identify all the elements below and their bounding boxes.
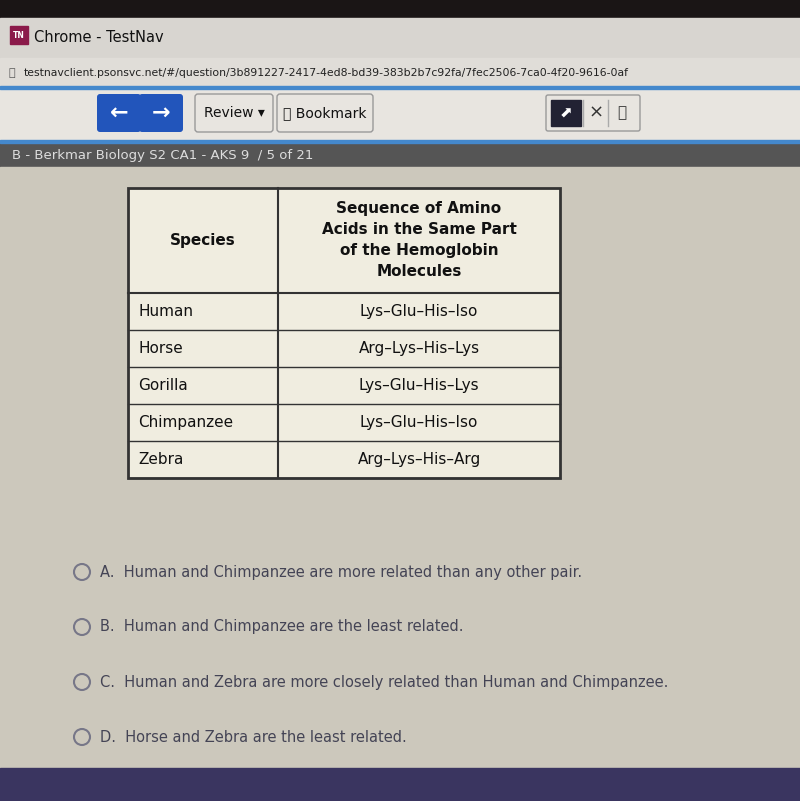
Text: Sequence of Amino
Acids in the Same Part
of the Hemoglobin
Molecules: Sequence of Amino Acids in the Same Part…	[322, 202, 517, 280]
Text: Lys–Glu–His–Iso: Lys–Glu–His–Iso	[360, 304, 478, 319]
Text: ×: ×	[589, 104, 603, 122]
FancyBboxPatch shape	[195, 94, 273, 132]
FancyBboxPatch shape	[97, 94, 141, 132]
Bar	[0, 768, 800, 801]
Bar	[0, 167, 800, 801]
Bar	[0, 88, 800, 140]
Text: Gorilla: Gorilla	[138, 378, 188, 393]
Text: B - Berkmar Biology S2 CA1 - AKS 9  / 5 of 21: B - Berkmar Biology S2 CA1 - AKS 9 / 5 o…	[12, 148, 314, 162]
Text: C.  Human and Zebra are more closely related than Human and Chimpanzee.: C. Human and Zebra are more closely rela…	[100, 674, 668, 690]
Text: ←: ←	[110, 103, 128, 123]
Text: Chimpanzee: Chimpanzee	[138, 415, 233, 430]
Bar	[128, 188, 560, 478]
Bar	[0, 0, 800, 18]
Bar	[0, 86, 800, 89]
Text: A.  Human and Chimpanzee are more related than any other pair.: A. Human and Chimpanzee are more related…	[100, 565, 582, 579]
Bar	[128, 188, 560, 478]
Bar	[0, 140, 800, 143]
FancyBboxPatch shape	[546, 95, 640, 131]
Text: Chrome - TestNav: Chrome - TestNav	[34, 30, 164, 45]
Bar	[551, 100, 581, 126]
FancyBboxPatch shape	[139, 94, 183, 132]
Bar	[0, 143, 800, 167]
Text: Arg–Lys–His–Lys: Arg–Lys–His–Lys	[358, 341, 479, 356]
Text: Review ▾: Review ▾	[203, 106, 265, 120]
Text: Zebra: Zebra	[138, 452, 183, 467]
Text: Horse: Horse	[138, 341, 182, 356]
Text: Species: Species	[170, 233, 236, 248]
Text: ⚿: ⚿	[9, 68, 15, 78]
Bar	[0, 18, 800, 58]
Text: TN: TN	[13, 30, 25, 39]
FancyBboxPatch shape	[277, 94, 373, 132]
Text: testnavclient.psonsvc.net/#/question/3b891227-2417-4ed8-bd39-383b2b7c92fa/7fec25: testnavclient.psonsvc.net/#/question/3b8…	[24, 68, 629, 78]
Text: Lys–Glu–His–Iso: Lys–Glu–His–Iso	[360, 415, 478, 430]
Text: Lys–Glu–His–Lys: Lys–Glu–His–Lys	[358, 378, 479, 393]
Bar	[10, 26, 28, 44]
Text: ⧉: ⧉	[618, 106, 626, 120]
Text: Arg–Lys–His–Arg: Arg–Lys–His–Arg	[358, 452, 481, 467]
Text: Human: Human	[138, 304, 193, 319]
Text: B.  Human and Chimpanzee are the least related.: B. Human and Chimpanzee are the least re…	[100, 619, 463, 634]
Text: →: →	[152, 103, 170, 123]
Text: D.  Horse and Zebra are the least related.: D. Horse and Zebra are the least related…	[100, 730, 406, 744]
Text: ⬈: ⬈	[560, 106, 572, 120]
Bar	[0, 58, 800, 88]
Text: ⧉ Bookmark: ⧉ Bookmark	[283, 106, 366, 120]
